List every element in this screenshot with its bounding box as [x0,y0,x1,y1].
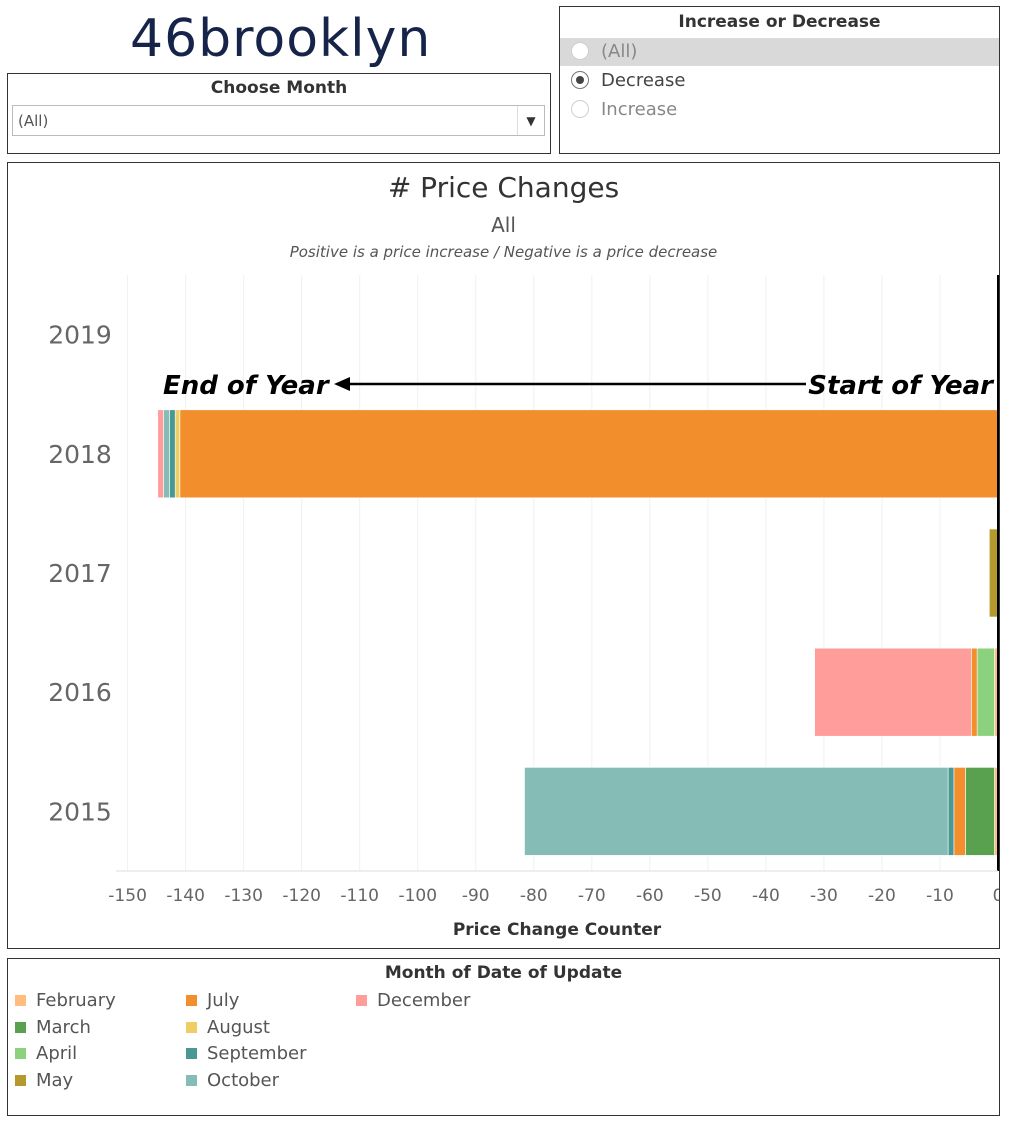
chart-subtitle: All [491,213,516,237]
month-filter-panel: Choose Month (All) ▼ [7,73,551,154]
legend-label: July [207,990,240,1011]
x-tick-label: -50 [694,886,722,906]
bar-segment[interactable] [814,647,972,737]
x-tick-label: -80 [520,886,548,906]
x-tick-label: -40 [752,886,780,906]
bar-segment[interactable] [157,409,164,499]
bar-segment[interactable] [971,647,978,737]
radio-circle-icon[interactable] [571,42,589,60]
bar-layer [157,409,999,856]
x-tick-label: -60 [636,886,664,906]
chart-note: Positive is a price increase / Negative … [289,243,718,261]
legend-swatch-icon [186,1075,197,1087]
radio-label-increase: Increase [601,99,678,120]
legend-label: March [36,1016,91,1038]
logo-text: 46brooklyn [130,9,428,68]
bar-segment[interactable] [524,767,949,856]
bar-segment[interactable] [179,409,999,499]
legend-swatch-icon [15,1021,26,1033]
legend-swatch-icon [15,1075,26,1087]
x-tick-label: -110 [340,886,379,906]
chevron-down-icon[interactable]: ▼ [517,106,544,135]
increase-decrease-title: Increase or Decrease [678,12,881,32]
chart-title: # Price Changes [387,171,620,204]
radio-circle-icon[interactable] [571,100,589,118]
legend-label: April [36,1043,78,1065]
x-tick-label: -20 [868,886,896,906]
x-tick-label: -10 [926,886,954,906]
y-category-label: 2016 [48,678,112,707]
month-dropdown-value: (All) [18,112,49,130]
y-category-label: 2015 [48,797,112,826]
x-tick-label: -130 [224,886,263,906]
x-tick-label: -140 [166,886,205,906]
x-tick-label: -90 [462,886,490,906]
bar-segment[interactable] [988,528,999,618]
legend-label: May [36,1070,74,1092]
legend-swatch-icon [15,1048,26,1060]
bar-segment[interactable] [169,409,176,499]
arrow-left-icon [334,377,350,391]
x-tick-label: -120 [282,886,321,906]
x-tick-label: -100 [398,886,437,906]
legend-swatch-icon [186,1021,197,1033]
brand-logo: 46brooklyn [128,4,430,69]
radio-option-all[interactable]: (All) [560,38,999,66]
x-axis-label: Price Change Counter [453,920,662,940]
price-changes-chart: 2019 2018 2017 2016 2015 -150 -140 -130 -120 -11… [48,275,999,940]
radio-label-decrease: Decrease [601,70,686,91]
legend-label: December [377,990,471,1011]
legend-panel: Month of Date of Update February March Apr… [7,958,1000,1116]
legend-swatch-icon [186,1048,197,1060]
bar-segment[interactable] [163,409,170,499]
bar-segment[interactable] [947,767,955,856]
radio-option-increase[interactable]: Increase [560,96,999,124]
legend-label: August [207,1016,270,1038]
legend-label: February [36,990,116,1011]
legend-label: September [207,1043,307,1065]
month-dropdown[interactable]: (All) ▼ [12,105,545,136]
legend-label: October [207,1070,280,1092]
bar-segment[interactable] [965,767,995,856]
radio-option-decrease[interactable]: Decrease [560,67,999,95]
annotation-start-of-year: Start of Year [808,371,995,401]
bar-segment[interactable] [174,409,181,499]
bar-segment[interactable] [953,767,966,856]
legend-swatch-icon [15,995,26,1006]
legend-swatch-icon [356,995,367,1006]
x-tick-label: -150 [108,886,147,906]
legend-swatch-icon [186,995,197,1006]
x-tick-label: -70 [578,886,606,906]
radio-label-all: (All) [601,41,638,62]
y-category-layer: 2019 2018 2017 2016 2015 [48,321,112,827]
x-tick-label: -30 [810,886,838,906]
y-category-label: 2018 [48,440,112,469]
y-category-label: 2017 [48,559,112,588]
annotation-end-of-year: End of Year [163,371,331,401]
x-tick-label: 0 [993,886,999,906]
bar-segment[interactable] [976,647,995,737]
month-filter-title: Choose Month [210,78,348,98]
chart-panel: # Price Changes All Positive is a price … [7,162,1000,949]
increase-decrease-filter-panel: Increase or Decrease (All) Decrease Incr… [559,6,1000,154]
legend-title: Month of Date of Update [384,963,623,983]
radio-checked-icon[interactable] [571,71,589,89]
logo-wordmark: 46brooklyn [130,9,430,69]
x-tick-layer: -150 -140 -130 -120 -110 -100 -90 -80 -70 -60 -50-… [108,886,999,906]
y-category-label: 2019 [48,321,112,350]
